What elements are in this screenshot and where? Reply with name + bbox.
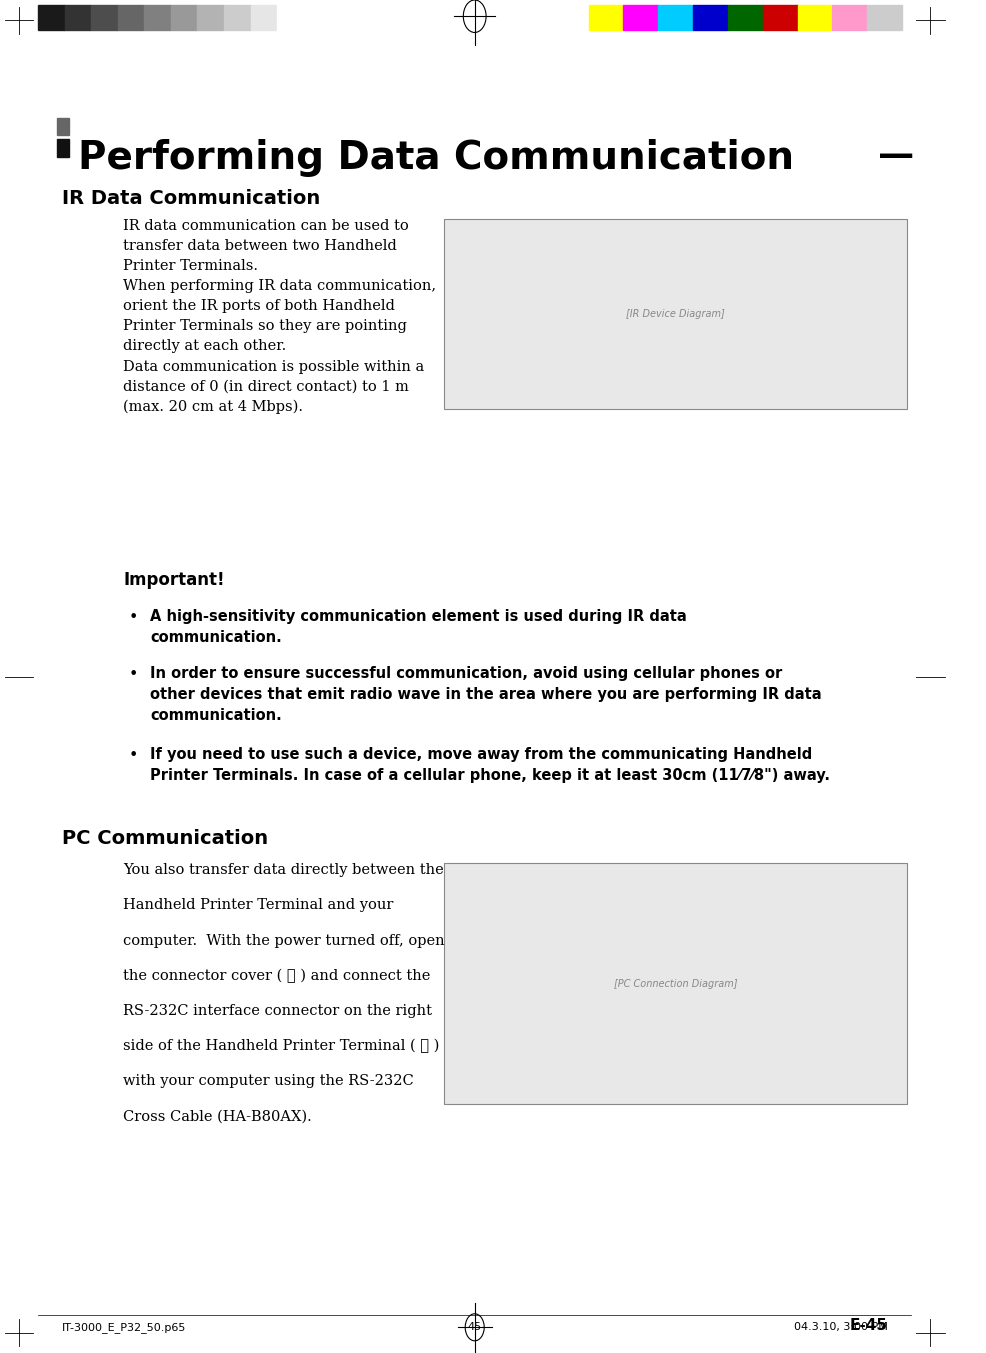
Text: Important!: Important! bbox=[123, 571, 225, 589]
Bar bbox=[693, 5, 728, 30]
Bar bbox=[867, 5, 902, 30]
Bar bbox=[623, 5, 659, 30]
Text: IR data communication can be used to
transfer data between two Handheld
Printer : IR data communication can be used to tra… bbox=[123, 219, 437, 414]
Text: If you need to use such a device, move away from the communicating Handheld
Prin: If you need to use such a device, move a… bbox=[150, 747, 830, 783]
Bar bbox=[117, 5, 144, 30]
Text: the connector cover ( ⓨ ) and connect the: the connector cover ( ⓨ ) and connect th… bbox=[123, 969, 431, 984]
Bar bbox=[728, 5, 763, 30]
Text: •: • bbox=[128, 747, 137, 764]
Bar bbox=[57, 139, 69, 157]
Text: •: • bbox=[128, 609, 137, 626]
Text: 04.3.10, 3:00 PM: 04.3.10, 3:00 PM bbox=[794, 1322, 887, 1331]
Text: computer.  With the power turned off, open: computer. With the power turned off, ope… bbox=[123, 934, 445, 947]
Text: Cross Cable (HA-B80AX).: Cross Cable (HA-B80AX). bbox=[123, 1109, 313, 1123]
Bar bbox=[38, 5, 64, 30]
Text: You also transfer data directly between the: You also transfer data directly between … bbox=[123, 863, 444, 877]
Text: 45: 45 bbox=[467, 1322, 482, 1331]
Text: [PC Connection Diagram]: [PC Connection Diagram] bbox=[613, 978, 738, 989]
Text: E-45: E-45 bbox=[850, 1318, 887, 1334]
Text: RS-232C interface connector on the right: RS-232C interface connector on the right bbox=[123, 1004, 433, 1017]
Bar bbox=[798, 5, 832, 30]
Bar bbox=[445, 863, 907, 1104]
Text: Handheld Printer Terminal and your: Handheld Printer Terminal and your bbox=[123, 898, 393, 912]
Bar bbox=[445, 219, 907, 409]
Text: IT-3000_E_P32_50.p65: IT-3000_E_P32_50.p65 bbox=[62, 1322, 186, 1333]
Bar bbox=[589, 5, 623, 30]
Bar bbox=[832, 5, 867, 30]
Bar bbox=[91, 5, 117, 30]
Text: side of the Handheld Printer Terminal ( ⓩ ): side of the Handheld Printer Terminal ( … bbox=[123, 1039, 440, 1054]
Text: with your computer using the RS-232C: with your computer using the RS-232C bbox=[123, 1074, 414, 1088]
Bar bbox=[224, 5, 250, 30]
Text: A high-sensitivity communication element is used during IR data
communication.: A high-sensitivity communication element… bbox=[150, 609, 687, 645]
Text: IR Data Communication: IR Data Communication bbox=[62, 189, 320, 208]
Bar bbox=[197, 5, 224, 30]
Text: •: • bbox=[128, 666, 137, 683]
Bar bbox=[659, 5, 693, 30]
Bar bbox=[763, 5, 798, 30]
Text: [IR Device Diagram]: [IR Device Diagram] bbox=[626, 308, 725, 319]
Bar bbox=[144, 5, 171, 30]
Text: —: — bbox=[879, 139, 914, 173]
Bar bbox=[57, 118, 69, 135]
Text: In order to ensure successful communication, avoid using cellular phones or
othe: In order to ensure successful communicat… bbox=[150, 666, 821, 723]
Bar bbox=[64, 5, 91, 30]
Bar bbox=[277, 5, 304, 30]
Text: Performing Data Communication: Performing Data Communication bbox=[78, 139, 794, 177]
Text: PC Communication: PC Communication bbox=[62, 829, 268, 848]
Bar bbox=[171, 5, 197, 30]
Bar bbox=[250, 5, 277, 30]
